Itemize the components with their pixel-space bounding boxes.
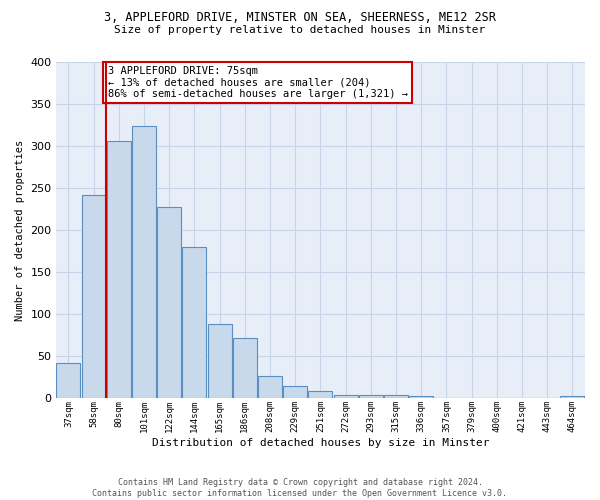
Bar (283, 386, 307, 398)
Bar (132, 126, 156, 398)
Bar (107, 142, 131, 398)
Bar (182, 246, 206, 398)
Bar (384, 395, 408, 398)
Bar (409, 396, 433, 398)
Bar (157, 207, 181, 398)
Text: Size of property relative to detached houses in Minster: Size of property relative to detached ho… (115, 25, 485, 35)
Text: Contains HM Land Registry data © Crown copyright and database right 2024.
Contai: Contains HM Land Registry data © Crown c… (92, 478, 508, 498)
Bar (258, 376, 282, 398)
Text: 3 APPLEFORD DRIVE: 75sqm
← 13% of detached houses are smaller (204)
86% of semi-: 3 APPLEFORD DRIVE: 75sqm ← 13% of detach… (107, 66, 407, 99)
X-axis label: Distribution of detached houses by size in Minster: Distribution of detached houses by size … (152, 438, 489, 448)
Y-axis label: Number of detached properties: Number of detached properties (15, 140, 25, 320)
Text: 3, APPLEFORD DRIVE, MINSTER ON SEA, SHEERNESS, ME12 2SR: 3, APPLEFORD DRIVE, MINSTER ON SEA, SHEE… (104, 11, 496, 24)
Bar (56, 363, 80, 398)
Bar (334, 395, 358, 398)
Bar (82, 194, 106, 398)
Bar (208, 324, 232, 398)
Bar (233, 338, 257, 398)
Bar (560, 396, 584, 398)
Bar (308, 390, 332, 398)
Bar (359, 395, 383, 398)
